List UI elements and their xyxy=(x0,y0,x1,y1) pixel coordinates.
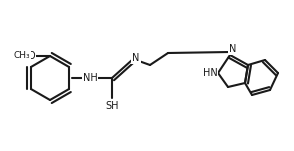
Text: O: O xyxy=(27,51,35,61)
Text: NH: NH xyxy=(83,73,97,83)
Text: SH: SH xyxy=(105,101,119,111)
Text: N: N xyxy=(229,44,237,54)
Text: HN: HN xyxy=(203,68,217,78)
Text: N: N xyxy=(132,53,140,63)
Text: CH₃: CH₃ xyxy=(14,51,30,61)
